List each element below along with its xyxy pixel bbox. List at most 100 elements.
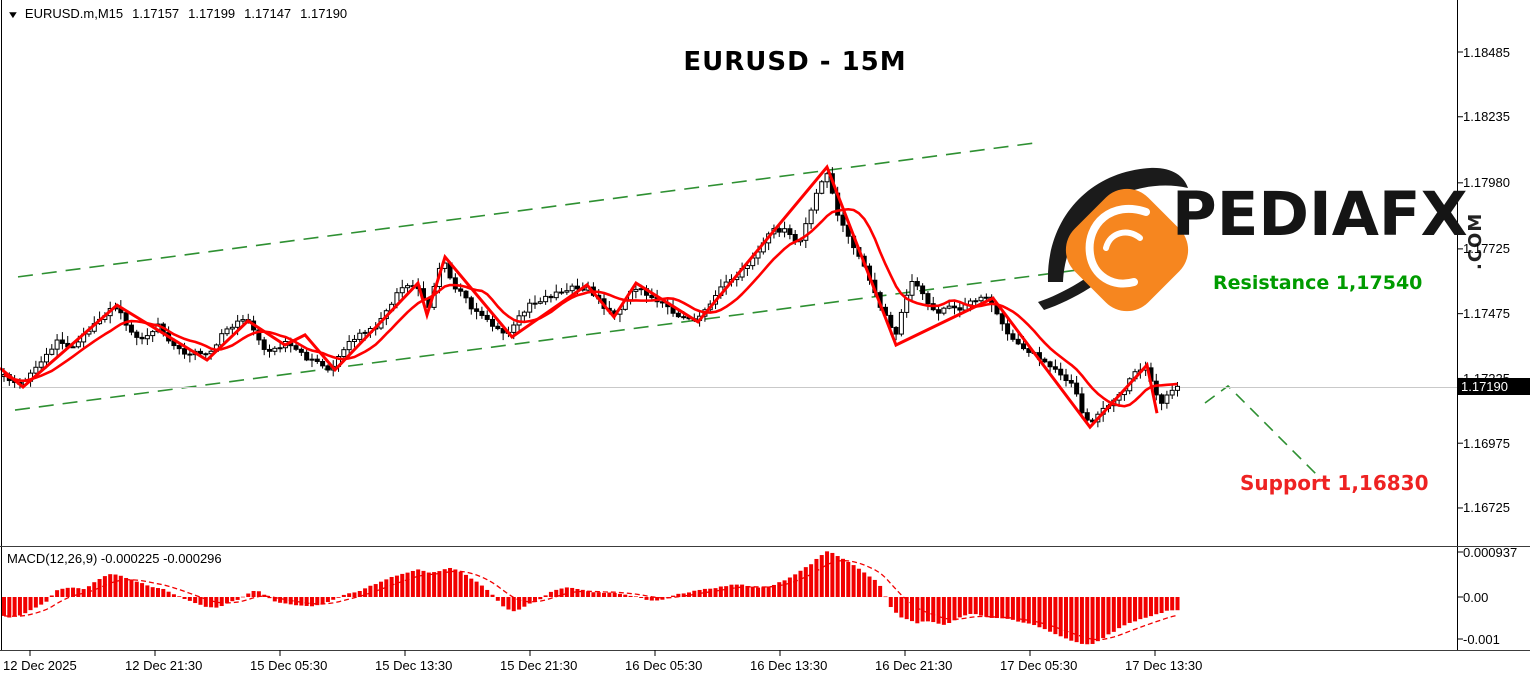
macd-histogram-bar: [214, 597, 219, 608]
candle-body: [261, 339, 267, 350]
macd-histogram-bar: [1079, 597, 1084, 644]
price-axis-label: 1.16975: [1463, 435, 1510, 451]
candle-body: [1169, 389, 1175, 396]
candle-body: [144, 335, 150, 340]
macd-histogram-bar: [23, 597, 28, 614]
macd-histogram-bar: [533, 597, 537, 601]
macd-histogram-bar: [256, 591, 261, 597]
macd-histogram-bar: [325, 597, 330, 603]
macd-histogram-bar: [1048, 597, 1053, 632]
candle-body: [1010, 333, 1016, 340]
macd-histogram-bar: [251, 590, 256, 597]
macd-histogram-bar: [872, 579, 877, 597]
candle-body: [490, 318, 496, 327]
candle-body: [235, 320, 241, 328]
time-axis-label: 16 Dec 05:30: [625, 658, 703, 673]
macd-histogram-bar: [607, 592, 612, 597]
quote-low: 1.17147: [244, 6, 292, 21]
candle-body: [1047, 361, 1053, 368]
price-axis-label: 1.17725: [1463, 241, 1510, 257]
macd-histogram-bar: [830, 552, 835, 597]
candle-body: [182, 348, 188, 355]
macd-histogram-bar: [1058, 597, 1063, 637]
candle-body: [920, 285, 926, 295]
macd-histogram-bar: [92, 582, 97, 597]
macd-histogram-bar: [198, 597, 203, 605]
macd-histogram-bar: [840, 558, 845, 597]
macd-histogram-bar: [1000, 597, 1005, 619]
candle-body: [75, 341, 81, 348]
candle-body: [909, 281, 915, 296]
macd-histogram-bar: [235, 597, 240, 600]
time-axis-label: 15 Dec 05:30: [250, 658, 328, 673]
candle-body: [973, 300, 979, 303]
macd-histogram-bar: [947, 597, 952, 624]
candle-body: [675, 312, 681, 318]
macd-histogram-bar: [33, 597, 38, 608]
price-axis-label: 1.17475: [1463, 306, 1510, 322]
macd-histogram-bar: [1064, 597, 1068, 639]
macd-histogram-bar: [246, 593, 251, 597]
macd-histogram-bar: [623, 594, 628, 597]
price-axis-label: 1.18235: [1463, 109, 1510, 125]
candle-body: [649, 294, 655, 299]
candle-body: [304, 351, 310, 361]
candle-body: [298, 348, 304, 353]
macd-histogram-bar: [655, 597, 660, 601]
macd-histogram-bar: [166, 591, 171, 597]
candle-body: [346, 340, 352, 351]
macd-histogram-bar: [177, 596, 182, 597]
candle-body: [957, 307, 963, 311]
macd-histogram-bar: [941, 597, 946, 625]
candle-body: [452, 277, 458, 290]
macd-histogram-bar: [479, 585, 484, 597]
candle-body: [325, 365, 331, 371]
candle-body: [479, 310, 485, 316]
macd-histogram-bar: [12, 597, 17, 617]
macd-histogram-bar: [118, 575, 123, 597]
macd-histogram-bar: [230, 597, 235, 602]
macd-histogram-bar: [182, 597, 187, 599]
macd-histogram-bar: [1175, 597, 1180, 611]
macd-histogram-bar: [1159, 597, 1164, 614]
current-price-tag: 1.17190: [1458, 378, 1530, 395]
candle-body: [1021, 343, 1027, 350]
macd-histogram-bar: [708, 588, 713, 597]
symbol-dropdown-icon[interactable]: ▼: [6, 10, 20, 21]
candle-body: [782, 228, 788, 233]
macd-histogram-bar: [469, 578, 474, 597]
macd-histogram-bar: [798, 570, 803, 597]
macd-histogram-bar: [602, 592, 607, 597]
macd-histogram-bar: [729, 584, 734, 597]
candle-body: [914, 281, 920, 287]
macd-histogram-bar: [639, 597, 644, 598]
macd-histogram-bar: [517, 597, 522, 610]
macd-histogram-bar: [809, 564, 814, 597]
macd-axis-label: 0.00: [1463, 589, 1489, 605]
macd-histogram-bar: [458, 571, 463, 597]
macd-histogram-bar: [2, 597, 6, 616]
macd-histogram-bar: [453, 569, 458, 597]
macd-histogram-bar: [856, 568, 861, 597]
candle-body: [681, 316, 687, 319]
macd-histogram-bar: [878, 585, 883, 597]
price-axis-label: 1.16725: [1463, 500, 1510, 516]
macd-histogram-bar: [511, 597, 516, 612]
macd-histogram-bar: [957, 597, 962, 618]
moving-average-line: [3, 207, 1178, 408]
watermark-logo-text: PEDIAFX: [1172, 179, 1468, 250]
macd-histogram-bar: [1164, 597, 1169, 611]
quote-close: 1.17190: [300, 6, 348, 21]
macd-histogram-bar: [463, 574, 468, 597]
candle-body: [240, 319, 246, 322]
macd-histogram-bar: [888, 597, 893, 608]
zigzag-line: [0, 164, 1159, 430]
macd-histogram-bar: [920, 597, 925, 622]
candle-body: [553, 291, 559, 299]
macd-histogram-bar: [713, 588, 718, 597]
candle-body: [272, 347, 278, 352]
candle-body: [532, 302, 538, 305]
candle-body: [824, 173, 830, 183]
